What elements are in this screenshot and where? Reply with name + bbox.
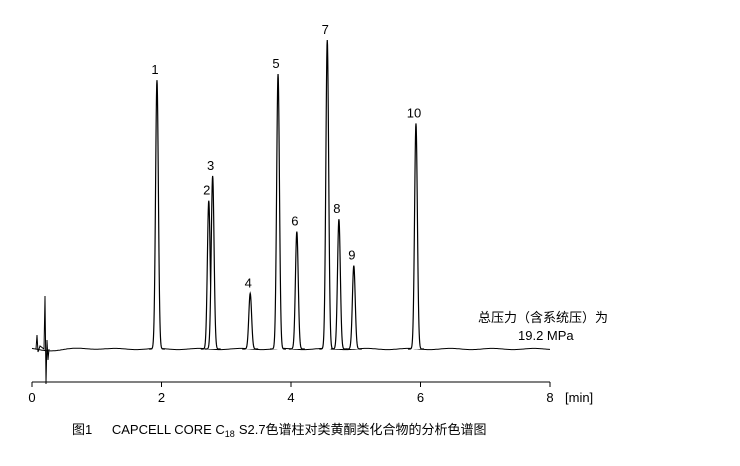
caption-subscript: 18 (225, 429, 235, 439)
caption: 图1 CAPCELL CORE C18 S2.7色谱柱对类黄酮类化合物的分析色谱图 (72, 422, 487, 439)
peak (270, 73, 287, 350)
annotation: 总压力（含系统压）为 (478, 310, 608, 325)
annotation: 19.2 MPa (518, 328, 574, 343)
peak (407, 123, 424, 350)
x-tick-label: 8 (546, 390, 553, 405)
caption-figure: 图1 (72, 422, 92, 437)
peak-label: 5 (272, 56, 279, 71)
caption-text: S2.7色谱柱对类黄酮类化合物的分析色谱图 (239, 422, 487, 437)
peak (319, 39, 336, 350)
x-tick-label: 4 (287, 390, 294, 405)
peak (330, 219, 347, 350)
x-tick-label: 6 (417, 390, 424, 405)
peak-label: 6 (291, 214, 298, 229)
peak (288, 231, 305, 350)
peak-label: 7 (322, 22, 329, 37)
x-tick-label: 2 (158, 390, 165, 405)
x-axis-label: [min] (565, 390, 593, 405)
solvent-front (35, 295, 50, 385)
peak (148, 80, 165, 350)
peak-label: 9 (348, 248, 355, 263)
peak-label: 10 (407, 105, 421, 120)
peak (345, 265, 362, 350)
peak-label: 1 (151, 62, 158, 77)
peak-label: 2 (203, 183, 210, 198)
peak-label: 8 (333, 201, 340, 216)
caption-text: CAPCELL CORE C (112, 422, 225, 437)
peak-label: 3 (207, 158, 214, 173)
peak (204, 175, 221, 350)
peak-label: 4 (245, 275, 252, 290)
peak (242, 291, 259, 350)
x-tick-label: 0 (28, 390, 35, 405)
